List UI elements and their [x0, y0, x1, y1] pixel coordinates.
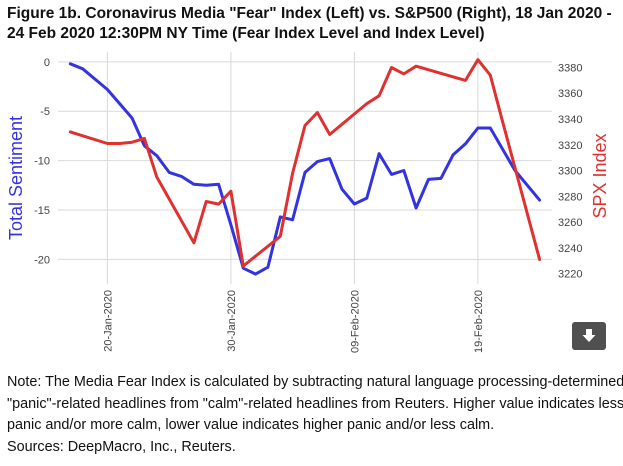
series-line-right: [68, 58, 542, 268]
chart-title: Figure 1b. Coronavirus Media "Fear" Inde…: [7, 4, 619, 44]
note-line: panic and/or more calm, lower value indi…: [7, 417, 495, 433]
x-tick-label: 19-Feb-2020: [473, 290, 485, 353]
y-right-tick-label: 3220: [558, 269, 582, 281]
y-right-tick-label: 3300: [558, 166, 582, 178]
tick-labels: 0 -5 -10 -15 -20 20-Jan-2020 30-Jan-2020 09-Feb…: [34, 57, 582, 353]
y-right-tick-label: 3320: [558, 140, 582, 152]
x-tick-label: 30-Jan-2020: [226, 290, 238, 352]
chart: 0 -5 -10 -15 -20 20-Jan-2020 30-Jan-2020 09-Feb…: [6, 52, 610, 353]
x-tick-label: 20-Jan-2020: [102, 290, 114, 352]
series-lines: [68, 58, 542, 276]
y-left-tick-label: -10: [34, 156, 50, 168]
chart-note: Note: The Media Fear Index is calculated…: [7, 372, 623, 458]
download-button[interactable]: [572, 322, 606, 350]
chart-title-line-1: Figure 1b. Coronavirus Media "Fear" Inde…: [7, 5, 612, 22]
note-line: Sources: DeepMacro, Inc., Reuters.: [7, 438, 236, 455]
series-line-left: [68, 62, 542, 276]
chart-title-line-2: 24 Feb 2020 12:30PM NY Time (Fear Index …: [7, 25, 485, 42]
y-right-tick-label: 3260: [558, 217, 582, 229]
download-icon: [582, 329, 596, 342]
y-right-tick-label: 3240: [558, 243, 582, 255]
plot-area: [58, 52, 552, 284]
y-right-tick-label: 3360: [558, 88, 582, 100]
note-line: "panic"-related headlines from "calm"-re…: [7, 395, 623, 412]
note-line: Note: The Media Fear Index is calculated…: [7, 374, 623, 390]
x-tick-label: 09-Feb-2020: [349, 290, 361, 353]
grid: [58, 52, 552, 284]
y-left-tick-label: -15: [34, 205, 50, 217]
y-left-tick-label: 0: [44, 57, 50, 69]
y-axis-label-right: SPX Index: [590, 133, 610, 218]
y-right-tick-label: 3340: [558, 114, 582, 126]
y-right-tick-label: 3280: [558, 191, 582, 203]
y-axis-label-left: Total Sentiment: [6, 116, 26, 240]
y-right-tick-label: 3380: [558, 62, 582, 74]
y-left-tick-label: -20: [34, 254, 50, 266]
y-left-tick-label: -5: [40, 106, 50, 118]
